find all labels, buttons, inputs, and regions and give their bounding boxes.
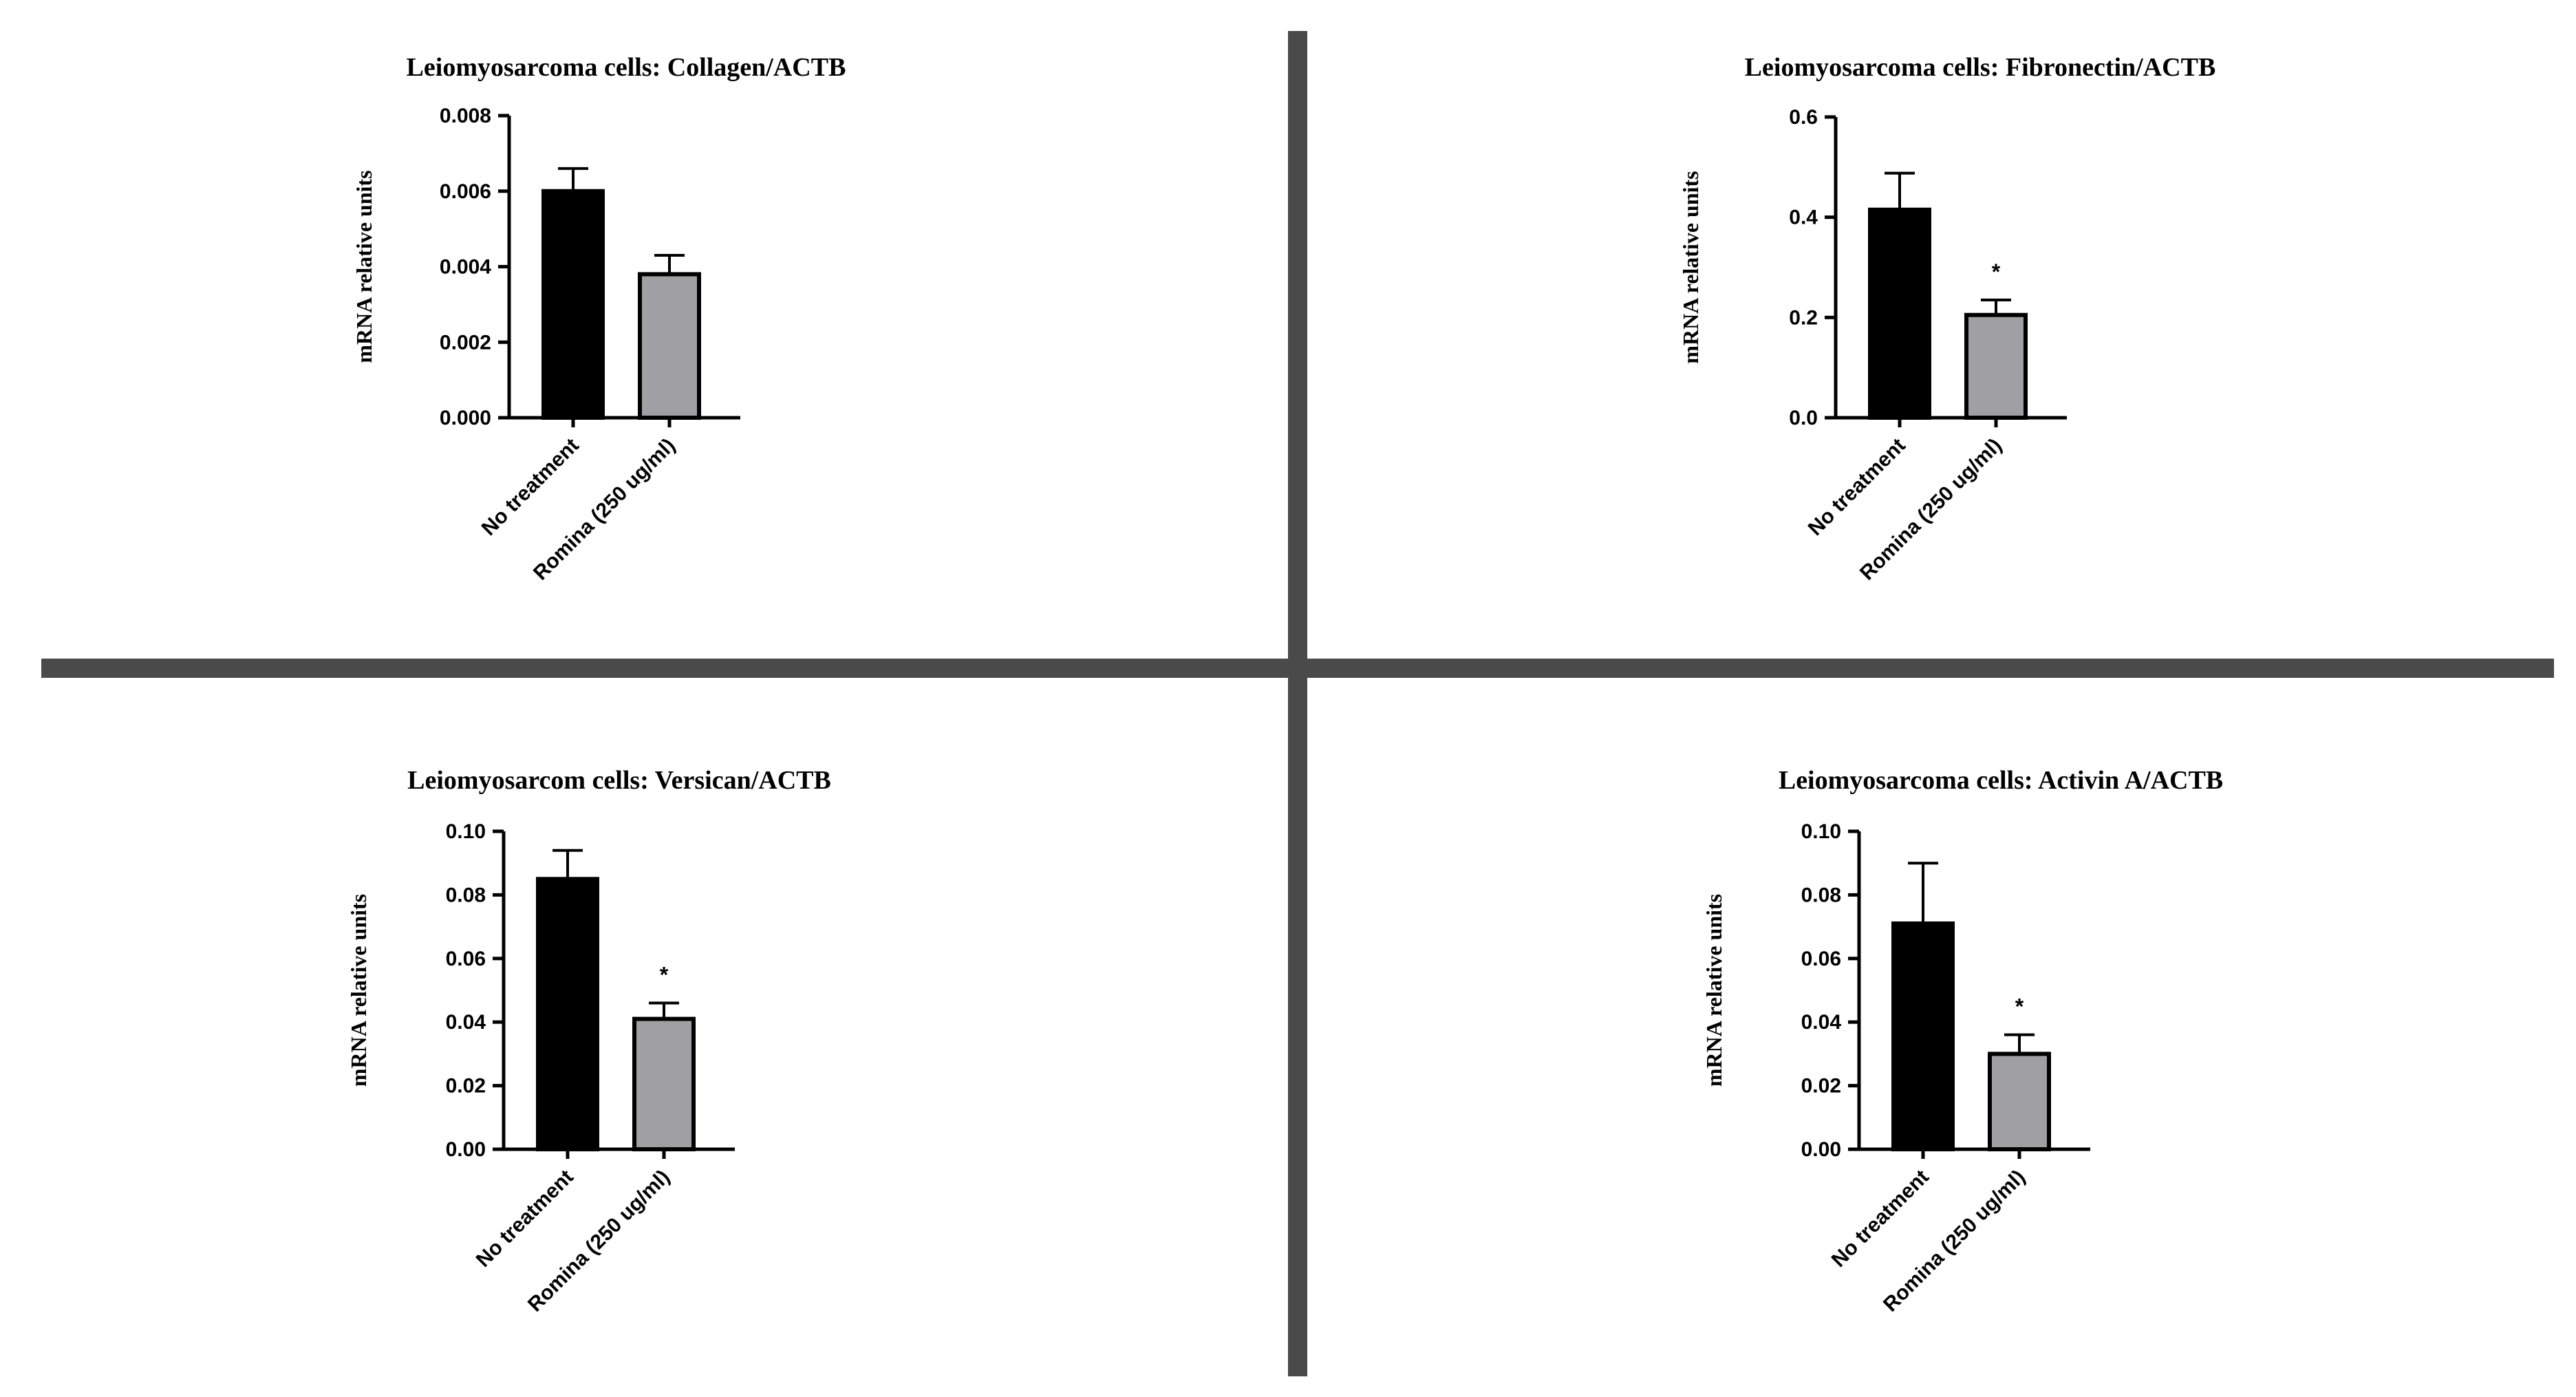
y-tick-label: 0.00 — [446, 1138, 486, 1161]
versican-chart: Leiomyosarcom cells: Versican/ACTB mRNA r… — [346, 766, 831, 1316]
y-tick-label: 0.0 — [1789, 407, 1818, 429]
chart-title: Leiomyosarcoma cells: Collagen/ACTB — [407, 53, 846, 82]
bar-romina — [1964, 312, 2028, 420]
bar-romina — [1988, 1052, 2051, 1152]
y-tick-label: 0.02 — [446, 1075, 486, 1098]
fibronectin-chart: Leiomyosarcoma cells: Fibronectin/ACTB mR… — [1678, 53, 2215, 585]
bar-no-treatment — [1868, 207, 1931, 420]
y-tick-label: 0.08 — [1801, 884, 1841, 906]
y-tick-label: 0.06 — [1801, 948, 1841, 970]
y-tick-label: 0.008 — [440, 105, 491, 127]
bar-romina — [632, 1016, 696, 1151]
x-tick-label: No treatment — [1827, 1166, 1933, 1272]
y-tick-label: 0.04 — [1801, 1011, 1842, 1034]
y-tick-label: 0.6 — [1789, 106, 1818, 129]
y-tick-label: 0.04 — [446, 1011, 486, 1034]
y-axis-label: mRNA relative units — [352, 170, 376, 363]
y-tick-label: 0.004 — [440, 256, 491, 279]
x-tick-label: No treatment — [472, 1166, 578, 1272]
y-axis-label: mRNA relative units — [1702, 894, 1726, 1087]
y-tick-label: 0.00 — [1801, 1138, 1841, 1161]
bar-no-treatment — [1891, 921, 1955, 1151]
x-tick-label: No treatment — [1804, 434, 1910, 540]
bar-no-treatment — [541, 189, 605, 420]
chart-title: Leiomyosarcom cells: Versican/ACTB — [407, 766, 831, 795]
y-axis-label: mRNA relative units — [1678, 171, 1703, 363]
significance-marker: * — [1992, 259, 2001, 284]
chart-title: Leiomyosarcoma cells: Activin A/ACTB — [1779, 766, 2223, 795]
x-tick-label: No treatment — [477, 434, 583, 540]
y-tick-label: 0.4 — [1789, 206, 1818, 229]
bar-no-treatment — [536, 877, 599, 1152]
activin-a-chart: Leiomyosarcoma cells: Activin A/ACTB mRNA… — [1702, 766, 2223, 1316]
collagen-chart: Leiomyosarcoma cells: Collagen/ACTB mRNA … — [352, 53, 846, 585]
chart-title: Leiomyosarcoma cells: Fibronectin/ACTB — [1745, 53, 2216, 82]
y-tick-label: 0.10 — [446, 820, 486, 843]
significance-marker: * — [2015, 994, 2024, 1019]
significance-marker: * — [660, 962, 669, 987]
bar-romina — [638, 272, 701, 420]
horizontal-divider — [41, 659, 2554, 678]
vertical-divider — [1288, 31, 1307, 1376]
y-tick-label: 0.10 — [1801, 820, 1841, 843]
y-axis-label: mRNA relative units — [346, 894, 371, 1087]
y-tick-label: 0.2 — [1789, 306, 1818, 329]
y-tick-label: 0.002 — [440, 331, 491, 354]
y-tick-label: 0.000 — [440, 407, 491, 429]
y-tick-label: 0.006 — [440, 180, 491, 203]
y-tick-label: 0.08 — [446, 884, 486, 906]
y-tick-label: 0.02 — [1801, 1075, 1841, 1098]
y-tick-label: 0.06 — [446, 948, 486, 970]
